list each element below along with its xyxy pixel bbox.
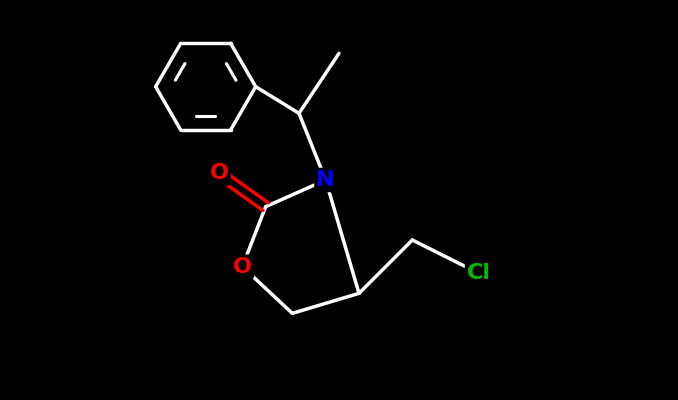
- Text: Cl: Cl: [467, 263, 491, 283]
- Text: O: O: [233, 257, 252, 277]
- Text: N: N: [317, 170, 335, 190]
- Text: O: O: [210, 163, 228, 183]
